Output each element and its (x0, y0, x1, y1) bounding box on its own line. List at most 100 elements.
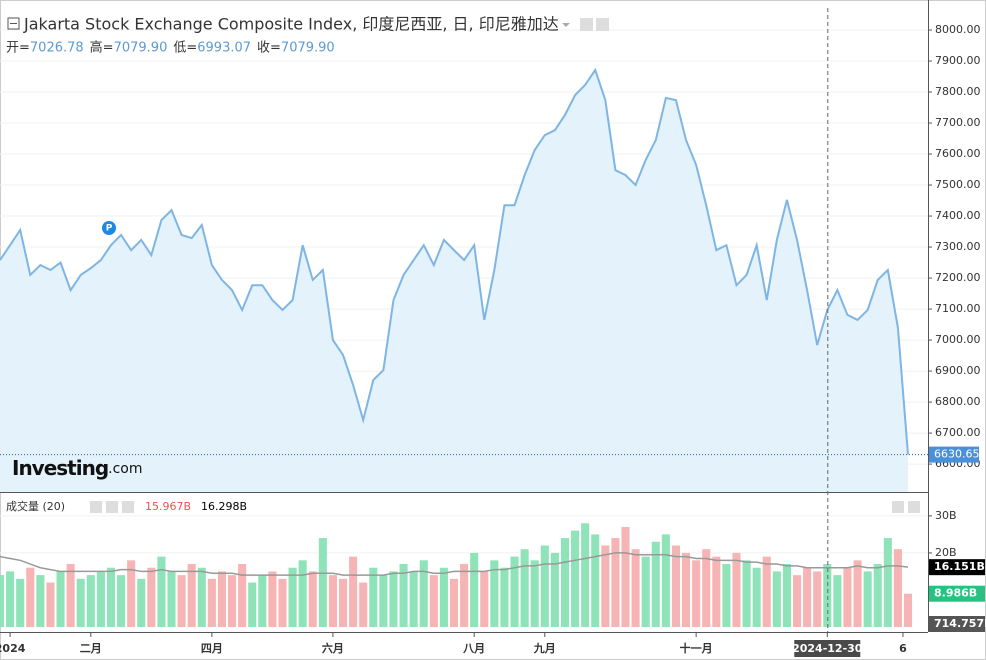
volume-bar (86, 575, 95, 627)
volume-bar (651, 541, 660, 627)
volume-bar (873, 564, 882, 627)
volume-bar (772, 571, 781, 627)
x-tick-label: 四月 (201, 642, 223, 655)
value-badge (929, 585, 985, 602)
volume-bar (490, 560, 499, 627)
y-tick-label: 6700.00 (935, 426, 981, 439)
volume-bar (893, 549, 902, 627)
volume-bar (308, 571, 317, 627)
logo-suffix: .com (108, 461, 142, 477)
volume-bar (752, 567, 761, 627)
volume-bar (661, 534, 670, 627)
volume-bar (732, 552, 741, 627)
volume-bar (137, 578, 146, 627)
y-tick-label: 7300.00 (935, 240, 981, 253)
volume-bar (641, 556, 650, 627)
volume-bar (853, 560, 862, 627)
volume-bar (127, 560, 136, 627)
volume-bar (813, 571, 822, 627)
volume-bar (117, 575, 126, 627)
move-icon[interactable] (908, 501, 920, 513)
dropdown-icon[interactable] (562, 23, 570, 27)
volume-bar (702, 549, 711, 627)
axes: 8000.00 7900.00 7800.00 7700.00 7600.00 7500.… (0, 23, 986, 657)
y-tick-label: 7700.00 (935, 116, 981, 129)
volume-bar (76, 578, 85, 627)
volume-bar (36, 575, 45, 627)
volume-bar (147, 567, 156, 627)
x-tick-label: 十一月 (680, 641, 713, 655)
volume-bar (611, 538, 620, 627)
volume-bar (762, 556, 771, 627)
logo: Investing.com (12, 456, 143, 480)
volume-bar (16, 578, 25, 627)
y-tick-label: 7600.00 (935, 147, 981, 160)
volume-bar (288, 567, 297, 627)
volume-bar (712, 556, 721, 627)
x-tick-label: 二月 (80, 642, 102, 655)
volume-bar (318, 538, 327, 627)
event-marker-icon: P (106, 224, 113, 234)
volume-bar (258, 575, 267, 627)
y-tick-label: 7400.00 (935, 209, 981, 222)
settings-icon[interactable] (106, 501, 118, 513)
volume-bar (571, 530, 580, 627)
close-icon[interactable] (122, 501, 134, 513)
x-tick-highlight (794, 640, 861, 657)
volume-bar (349, 556, 358, 627)
volume-bar (883, 538, 892, 627)
volume-bar (530, 560, 539, 627)
volume-readout: 15.967B (145, 500, 191, 513)
volume-bar (56, 571, 65, 627)
ohlc-readout: 开= 7026.78 高= 7079.90 低= 6993.07 收= 7079.90 (6, 40, 335, 56)
volume-bar (843, 567, 852, 627)
volume-bar (540, 545, 549, 627)
volume-legend: 成交量 (20) (6, 499, 65, 513)
volume-bar (167, 571, 176, 627)
volume-bar (581, 523, 590, 627)
y-tick-label: 7200.00 (935, 271, 981, 284)
volume-bar (0, 575, 5, 627)
volume-pane (0, 515, 928, 627)
volume-bar (157, 556, 166, 627)
y-tick-label: 7000.00 (935, 333, 981, 346)
y-tick-label: 7900.00 (935, 54, 981, 67)
volume-bar (96, 571, 105, 627)
ohlc-value: 6993.07 (197, 41, 251, 56)
settings-icon[interactable] (580, 18, 593, 31)
ohlc-name: 开= (6, 41, 30, 56)
settings-icon[interactable] (90, 501, 102, 513)
ohlc-name: 高= (90, 40, 114, 56)
volume-bar (742, 560, 751, 627)
y-tick-label: 6800.00 (935, 395, 981, 408)
y-tick-label: 7100.00 (935, 302, 981, 315)
volume-bar (591, 534, 600, 627)
last-price-badge (929, 446, 979, 463)
x-tick-label: 八月 (462, 642, 485, 655)
volume-bar (177, 575, 186, 627)
volume-bar (550, 552, 559, 627)
ohlc-value: 7079.90 (114, 41, 168, 56)
volume-bar (621, 526, 630, 627)
settings-icon[interactable] (596, 18, 609, 31)
volume-bar (419, 560, 428, 627)
collapse-icon[interactable] (7, 17, 20, 30)
y-tick-label: 30B (935, 509, 957, 522)
y-tick-label: 8000.00 (935, 23, 981, 36)
price-line (0, 67, 909, 455)
ohlc-value: 7079.90 (281, 41, 335, 56)
y-tick-label: 7800.00 (935, 85, 981, 98)
volume-bar (429, 575, 438, 627)
volume-bar (520, 549, 529, 627)
volume-bar (359, 582, 368, 627)
value-badge (929, 559, 985, 576)
volume-bar (903, 593, 913, 627)
y-tick-label: 7500.00 (935, 178, 981, 191)
event-marker[interactable] (102, 221, 116, 235)
value-badge-label: 714.757M (934, 617, 986, 630)
x-tick-label: 六月 (322, 641, 344, 655)
volume-bar (823, 564, 832, 627)
move-icon[interactable] (892, 501, 904, 513)
volume-bar (217, 571, 226, 627)
